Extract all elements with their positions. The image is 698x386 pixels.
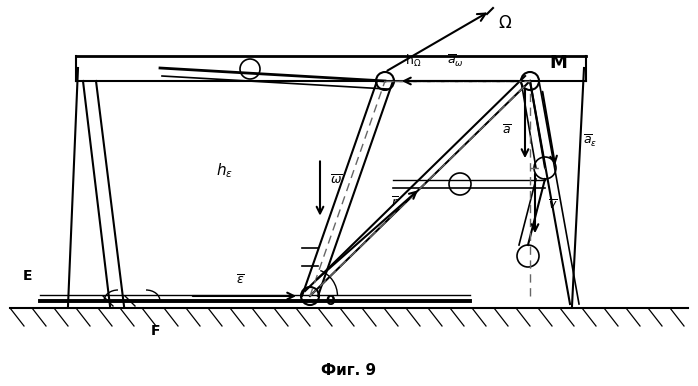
Text: $\overline{a}_\omega$: $\overline{a}_\omega$ [447, 53, 463, 69]
Text: $\overline{a}$: $\overline{a}$ [502, 124, 512, 138]
Text: $\overline{v}$: $\overline{v}$ [548, 199, 558, 213]
Text: Фиг. 9: Фиг. 9 [322, 363, 376, 378]
Text: $\overline{\omega}$: $\overline{\omega}$ [329, 174, 342, 187]
Text: 0: 0 [325, 294, 335, 308]
Text: h$_\varepsilon$: h$_\varepsilon$ [216, 162, 234, 180]
Text: E: E [23, 269, 33, 283]
Text: $\overline{\varepsilon}$: $\overline{\varepsilon}$ [236, 274, 244, 288]
Text: $\overline{r}$: $\overline{r}$ [391, 196, 399, 211]
Text: F: F [150, 324, 160, 338]
Text: $\Omega$: $\Omega$ [498, 14, 512, 32]
Text: $\overline{a}_\varepsilon$: $\overline{a}_\varepsilon$ [583, 133, 597, 149]
Text: h$_\Omega$: h$_\Omega$ [405, 53, 421, 69]
Text: M: M [549, 54, 567, 72]
